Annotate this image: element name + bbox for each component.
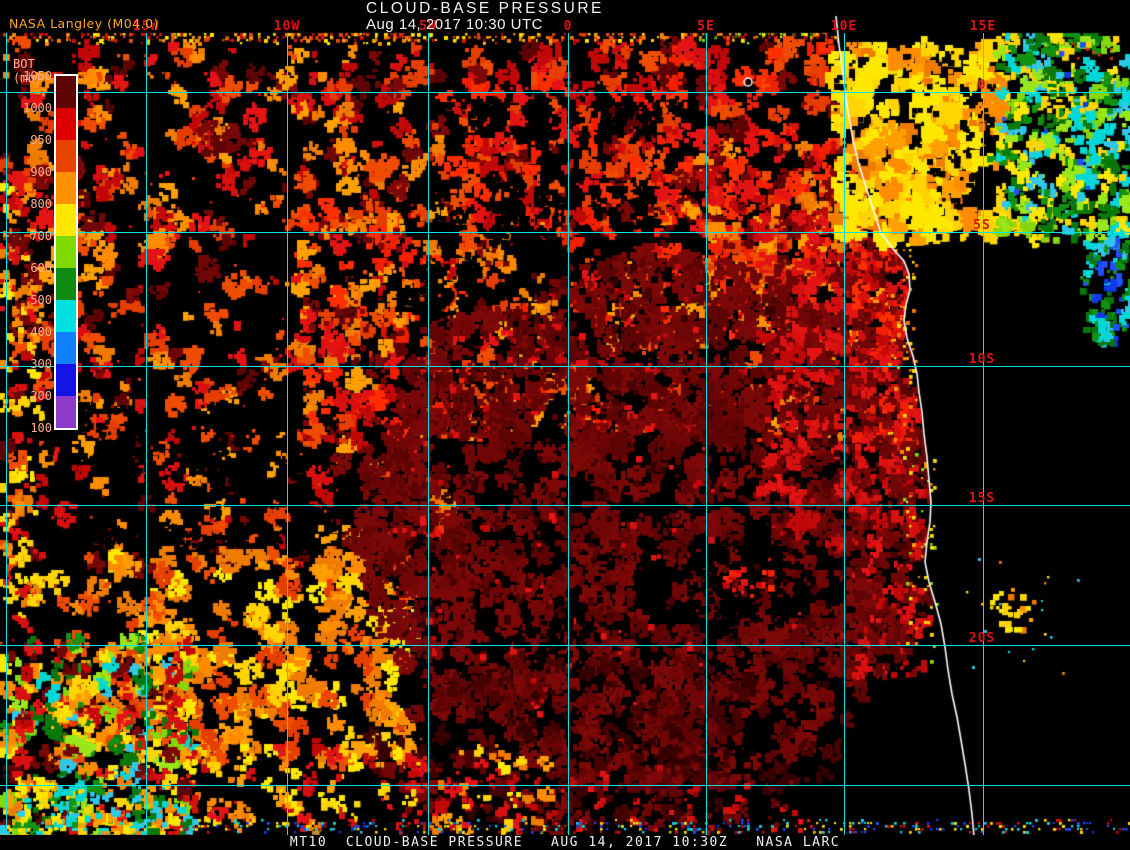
colorbar-tick-label: 800 (30, 197, 52, 211)
colorbar-segment (56, 140, 76, 172)
colorbar-segment (56, 300, 76, 332)
page-title: CLOUD-BASE PRESSURE (366, 0, 604, 17)
colorbar-tick-label: 700 (30, 229, 52, 243)
colorbar-segment (56, 396, 76, 428)
colorbar-scale (54, 74, 78, 430)
colorbar-segment (56, 108, 76, 140)
colorbar-tick-label: 950 (30, 133, 52, 147)
colorbar-segment (56, 332, 76, 364)
colorbar-tick-label: 1000 (23, 101, 52, 115)
colorbar-segment (56, 364, 76, 396)
colorbar-tick-label: 500 (30, 293, 52, 307)
colorbar-tick-label: 1050 (23, 69, 52, 83)
colorbar-tick-label: 600 (30, 261, 52, 275)
source-label: NASA Langley (M04.0) (9, 16, 159, 31)
colorbar-title: BOT (mb) (13, 57, 42, 85)
colorbar-tick-label: 100 (30, 421, 52, 435)
colorbar-segment (56, 204, 76, 236)
colorbar-segment (56, 76, 76, 108)
colorbar-tick-label: 900 (30, 165, 52, 179)
colorbar-tick-label: 200 (30, 389, 52, 403)
footer-caption: MT10 CLOUD-BASE PRESSURE AUG 14, 2017 10… (289, 835, 841, 850)
footer-bar: MT10 CLOUD-BASE PRESSURE AUG 14, 2017 10… (0, 835, 1130, 850)
colorbar-segment (56, 172, 76, 204)
colorbar-segment (56, 236, 76, 268)
colorbar-tick-label: 300 (30, 357, 52, 371)
timestamp-label: Aug 14, 2017 10:30 UTC (366, 16, 543, 33)
colorbar-tick-label: 400 (30, 325, 52, 339)
colorbar-segment (56, 268, 76, 300)
